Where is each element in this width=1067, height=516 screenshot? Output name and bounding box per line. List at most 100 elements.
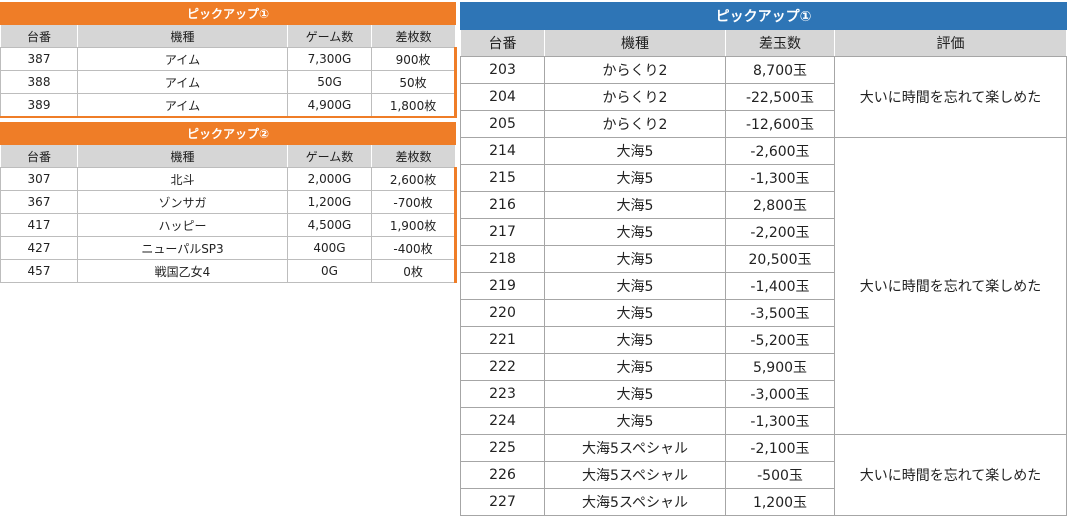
table-row: 223 大海5 -3,000玉 bbox=[460, 380, 1067, 408]
machine-number: 224 bbox=[460, 407, 545, 435]
machine-model: 北斗 bbox=[77, 167, 288, 191]
table-row: 367 ゾンサガ 1,200G -700枚 bbox=[0, 190, 458, 214]
ball-difference: 2,800玉 bbox=[725, 191, 835, 219]
table-title: ピックアップ① bbox=[459, 2, 1067, 30]
machine-number: 223 bbox=[460, 380, 545, 408]
machine-number: 226 bbox=[460, 461, 545, 489]
column-header-evaluation: 評価 bbox=[833, 29, 1067, 57]
table-row: 219 大海5 -1,400玉 bbox=[460, 272, 1067, 300]
ball-difference: 5,900玉 bbox=[725, 353, 835, 381]
machine-number: 417 bbox=[0, 213, 78, 237]
machine-model: 大海5 bbox=[544, 353, 726, 381]
ball-difference: -3,000玉 bbox=[725, 380, 835, 408]
table-title: ピックアップ① bbox=[0, 2, 457, 25]
column-header-no: 台番 bbox=[460, 29, 545, 57]
machine-model: 大海5 bbox=[544, 272, 726, 300]
machine-number: 217 bbox=[460, 218, 545, 246]
medal-difference: 50枚 bbox=[370, 70, 458, 94]
machine-number: 307 bbox=[0, 167, 78, 191]
machine-model: 大海5スペシャル bbox=[544, 434, 726, 462]
machine-number: 222 bbox=[460, 353, 545, 381]
table-row: 227 大海5スペシャル 1,200玉 bbox=[460, 488, 1067, 516]
table-row: 214 大海5 -2,600玉 大いに時間を忘れて楽しめた bbox=[460, 137, 1067, 435]
machine-model: 大海5スペシャル bbox=[544, 461, 726, 489]
medal-difference: 900枚 bbox=[370, 47, 458, 71]
ball-difference: -5,200玉 bbox=[725, 326, 835, 354]
machine-model: からくり2 bbox=[544, 56, 726, 84]
machine-number: 214 bbox=[460, 137, 545, 165]
ball-difference: -2,600玉 bbox=[725, 137, 835, 165]
machine-number: 203 bbox=[460, 56, 545, 84]
table-row: 417 ハッピー 4,500G 1,900枚 bbox=[0, 213, 458, 237]
game-count: 2,000G bbox=[287, 167, 372, 191]
medal-difference: 0枚 bbox=[370, 259, 458, 283]
medal-difference: 1,900枚 bbox=[370, 213, 458, 237]
column-header-diff: 差枚数 bbox=[370, 144, 457, 168]
machine-number: 205 bbox=[460, 110, 545, 138]
machine-model: アイム bbox=[77, 93, 288, 118]
machine-number: 227 bbox=[460, 488, 545, 516]
column-header-model: 機種 bbox=[77, 144, 288, 168]
machine-model: 大海5 bbox=[544, 164, 726, 192]
table-row: 204 からくり2 -22,500玉 bbox=[460, 83, 1067, 111]
ball-difference: -3,500玉 bbox=[725, 299, 835, 327]
machine-number: 389 bbox=[0, 93, 78, 118]
table-row: 205 からくり2 -12,600玉 bbox=[460, 110, 1067, 138]
table-title: ピックアップ② bbox=[0, 122, 457, 145]
machine-model: 戦国乙女4 bbox=[77, 259, 288, 283]
machine-model: アイム bbox=[77, 70, 288, 94]
column-header-model: 機種 bbox=[544, 29, 726, 57]
machine-model: 大海5 bbox=[544, 245, 726, 273]
machine-number: 221 bbox=[460, 326, 545, 354]
table-row: 222 大海5 5,900玉 bbox=[460, 353, 1067, 381]
machine-model: ハッピー bbox=[77, 213, 288, 237]
ball-difference: 1,200玉 bbox=[725, 488, 835, 516]
ball-difference: -1,300玉 bbox=[725, 407, 835, 435]
table-row: 307 北斗 2,000G 2,600枚 bbox=[0, 167, 458, 191]
machine-number: 218 bbox=[460, 245, 545, 273]
evaluation-cell: 大いに時間を忘れて楽しめた bbox=[833, 434, 1067, 516]
game-count: 400G bbox=[287, 236, 372, 260]
machine-number: 204 bbox=[460, 83, 545, 111]
table-row: 216 大海5 2,800玉 bbox=[460, 191, 1067, 219]
machine-model: ニューパルSP3 bbox=[77, 236, 288, 260]
column-header-games: ゲーム数 bbox=[287, 144, 372, 168]
machine-model: 大海5 bbox=[544, 407, 726, 435]
machine-model: からくり2 bbox=[544, 83, 726, 111]
machine-number: 457 bbox=[0, 259, 78, 283]
table-row: 389 アイム 4,900G 1,800枚 bbox=[0, 93, 458, 118]
machine-model: 大海5 bbox=[544, 218, 726, 246]
table-row: 218 大海5 20,500玉 bbox=[460, 245, 1067, 273]
game-count: 50G bbox=[287, 70, 372, 94]
column-header-model: 機種 bbox=[77, 24, 288, 48]
ball-difference: -12,600玉 bbox=[725, 110, 835, 138]
machine-model: 大海5 bbox=[544, 380, 726, 408]
column-header-diff: 差枚数 bbox=[370, 24, 457, 48]
table-row: 220 大海5 -3,500玉 bbox=[460, 299, 1067, 327]
medal-difference: 2,600枚 bbox=[370, 167, 458, 191]
machine-number: 216 bbox=[460, 191, 545, 219]
medal-difference: -400枚 bbox=[370, 236, 458, 260]
table-row: 203 からくり2 8,700玉 大いに時間を忘れて楽しめた bbox=[460, 56, 1067, 138]
game-count: 1,200G bbox=[287, 190, 372, 214]
machine-model: 大海5 bbox=[544, 299, 726, 327]
pickup1-small-table: ピックアップ① 台番 機種 ゲーム数 差枚数 387 アイム 7,300G 90… bbox=[0, 2, 458, 118]
game-count: 4,500G bbox=[287, 213, 372, 237]
machine-number: 215 bbox=[460, 164, 545, 192]
machine-number: 388 bbox=[0, 70, 78, 94]
game-count: 7,300G bbox=[287, 47, 372, 71]
ball-difference: -1,400玉 bbox=[725, 272, 835, 300]
table-row: 217 大海5 -2,200玉 bbox=[460, 218, 1067, 246]
machine-model: 大海5 bbox=[544, 137, 726, 165]
game-count: 4,900G bbox=[287, 93, 372, 118]
machine-number: 220 bbox=[460, 299, 545, 327]
ball-difference: -1,300玉 bbox=[725, 164, 835, 192]
table-row: 221 大海5 -5,200玉 bbox=[460, 326, 1067, 354]
machine-number: 387 bbox=[0, 47, 78, 71]
game-count: 0G bbox=[287, 259, 372, 283]
table-row: 225 大海5スペシャル -2,100玉 大いに時間を忘れて楽しめた bbox=[460, 434, 1067, 516]
medal-difference: 1,800枚 bbox=[370, 93, 458, 118]
machine-number: 427 bbox=[0, 236, 78, 260]
ball-difference: 8,700玉 bbox=[725, 56, 835, 84]
machine-model: アイム bbox=[77, 47, 288, 71]
